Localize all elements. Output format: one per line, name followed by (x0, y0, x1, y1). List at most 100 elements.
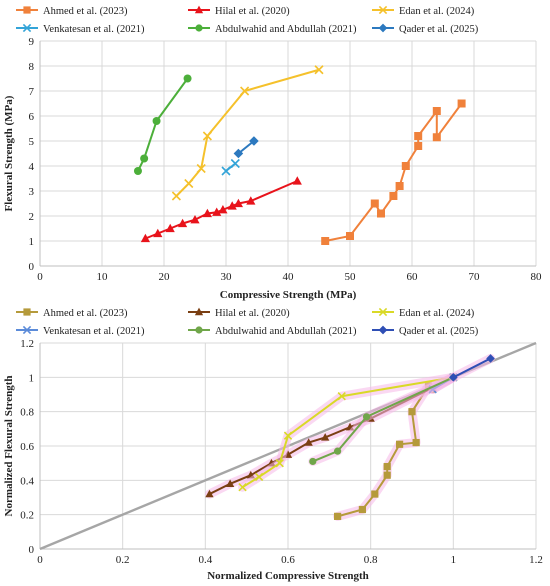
legend-swatch-marker (378, 307, 388, 317)
series-4 (133, 74, 192, 175)
data-point (218, 204, 228, 214)
x-tick-label: 50 (345, 271, 357, 283)
y-tick-label: 1 (29, 236, 35, 248)
legend-swatch-marker (194, 307, 204, 316)
legend-item: Qader et al. (2025) (372, 23, 479, 35)
legend-item: Abdulwahid and Abdullah (2021) (188, 24, 357, 35)
legend-item: Venkatesan et al. (2021) (16, 23, 145, 35)
data-point (362, 413, 371, 421)
y-axis-title: Normalized Flexural Strength (3, 376, 15, 517)
legend-swatch-marker (23, 308, 31, 316)
data-point (140, 154, 149, 163)
y-tick-label: 6 (29, 111, 35, 123)
data-point (457, 99, 466, 108)
data-point (230, 158, 240, 169)
data-point (321, 237, 330, 245)
y-tick-label: 1 (29, 372, 35, 384)
data-point (371, 490, 379, 498)
y-axis-title: Flexural Strength (MPa) (3, 95, 15, 211)
legend-item: Ahmed et al. (2023) (16, 308, 128, 319)
data-point (140, 233, 150, 243)
x-axis-title: Normalized Compressive Strength (207, 570, 369, 582)
legend-swatch-marker (195, 24, 203, 32)
legend-label: Hilal et al. (2020) (215, 308, 290, 319)
data-point (401, 162, 410, 170)
legend-swatch-marker (22, 23, 32, 33)
data-point (227, 201, 237, 210)
data-point (383, 471, 391, 479)
series-4 (308, 372, 458, 466)
data-point (414, 132, 423, 140)
legend-label: Edan et al. (2024) (399, 6, 475, 17)
data-point (205, 489, 214, 498)
y-tick-label: 3 (29, 186, 35, 198)
legend-swatch-marker (23, 6, 31, 14)
legend: Ahmed et al. (2023) Hilal et al. (2020) Ed… (16, 307, 479, 337)
legend-item: Edan et al. (2024) (372, 5, 475, 17)
data-point (225, 479, 235, 488)
legend-swatch-marker (378, 325, 388, 335)
data-point (133, 167, 142, 175)
data-point (309, 457, 317, 466)
y-tick-label: 2 (29, 211, 35, 223)
series-5 (448, 353, 496, 382)
y-tick-label: 0 (29, 544, 35, 556)
x-tick-label: 1.2 (529, 554, 543, 566)
data-point (202, 131, 212, 141)
y-tick-label: 4 (29, 161, 35, 173)
legend-label: Edan et al. (2024) (399, 308, 475, 319)
series-2 (171, 65, 324, 201)
data-point (190, 214, 200, 224)
data-point (377, 209, 385, 218)
legend-item: Abdulwahid and Abdullah (2021) (188, 326, 357, 337)
data-point (153, 228, 163, 238)
data-point (178, 218, 188, 228)
series-line (452, 357, 491, 379)
x-tick-label: 20 (159, 271, 171, 283)
data-point (165, 223, 175, 233)
x-tick-label: 0 (37, 271, 43, 283)
y-tick-label: 8 (29, 61, 35, 73)
data-point (184, 178, 194, 189)
legend-swatch-marker (378, 23, 388, 33)
y-tick-label: 0.2 (20, 510, 34, 522)
data-point (183, 74, 192, 83)
legend-item: Ahmed et al. (2023) (16, 6, 128, 17)
series-3 (221, 158, 240, 176)
chart-2: 0 0.2 0.4 0.6 0.8 1 1.200.20.40.60.811.2Ahmed … (3, 307, 543, 582)
data-point (221, 166, 231, 176)
data-point (246, 196, 256, 205)
data-point (414, 142, 423, 150)
legend-label: Qader et al. (2025) (399, 326, 479, 337)
series-line (137, 77, 189, 172)
data-point (240, 86, 250, 96)
data-point (233, 198, 243, 208)
legend-label: Abdulwahid and Abdullah (2021) (215, 24, 357, 35)
legend-label: Venkatesan et al. (2021) (43, 326, 145, 337)
x-tick-label: 0.8 (364, 554, 378, 566)
series-1 (140, 176, 302, 243)
y-tick-label: 9 (29, 36, 35, 48)
data-point (395, 182, 404, 190)
legend-item: Hilal et al. (2020) (188, 307, 290, 319)
data-point (275, 459, 284, 468)
x-tick-label: 0.4 (198, 554, 212, 566)
legend-swatch-marker (195, 326, 203, 334)
data-point (249, 136, 259, 146)
data-point (233, 148, 244, 159)
data-point (449, 373, 458, 382)
data-point (370, 199, 379, 208)
legend-label: Ahmed et al. (2023) (43, 308, 128, 319)
x-tick-label: 60 (407, 271, 419, 283)
x-axis-title: Compressive Strength (MPa) (220, 289, 357, 301)
x-tick-label: 40 (283, 271, 295, 283)
data-point (334, 447, 342, 455)
y-tick-label: 0.6 (20, 441, 34, 453)
data-point (412, 438, 420, 447)
data-point (304, 438, 313, 446)
y-tick-label: 7 (29, 86, 35, 98)
y-tick-label: 1.2 (20, 338, 34, 350)
y-tick-label: 0 (29, 261, 35, 273)
data-point (254, 472, 264, 482)
data-point (196, 163, 206, 174)
